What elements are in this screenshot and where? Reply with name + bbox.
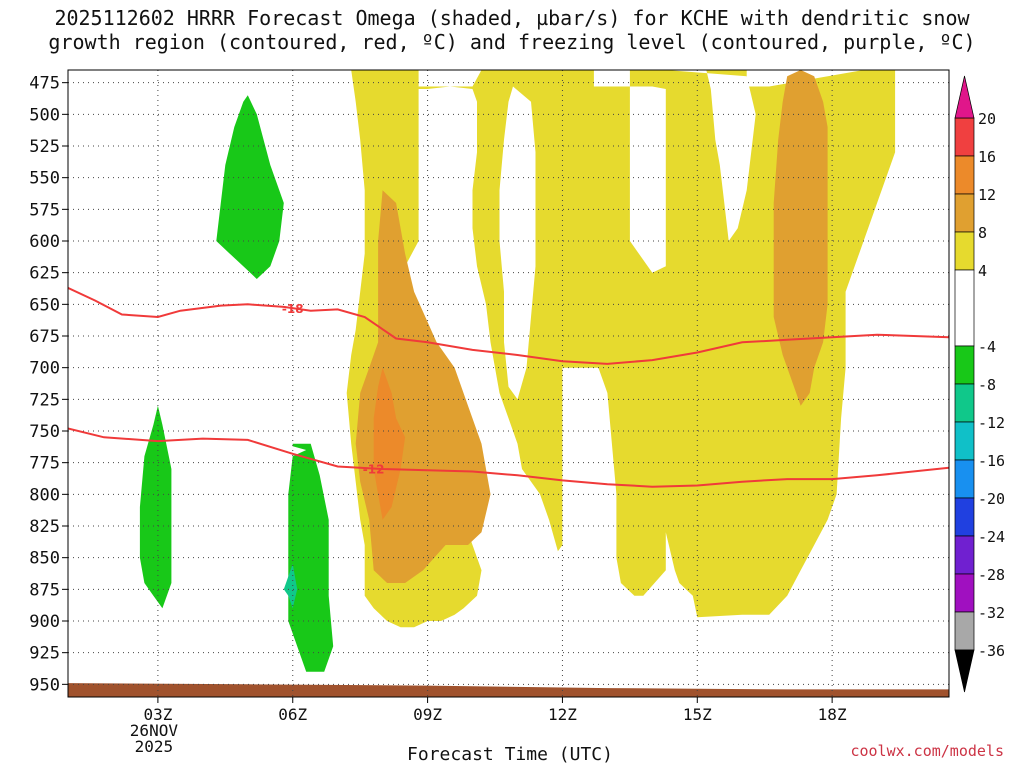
x-tick-label: 12Z bbox=[548, 705, 577, 724]
colorbar-bin bbox=[954, 459, 975, 499]
colorbar-tick-label: -28 bbox=[978, 566, 1005, 584]
omega-region-white-gap-14z bbox=[665, 70, 756, 241]
colorbar-tick-label: 8 bbox=[978, 224, 987, 242]
dgz-contour-label: -18 bbox=[282, 302, 304, 316]
colorbar-bin bbox=[954, 269, 975, 347]
colorbar-bin bbox=[954, 611, 975, 651]
colorbar-tick-label: -32 bbox=[978, 604, 1005, 622]
colorbar-bin bbox=[954, 193, 975, 233]
x-tick-label: 18Z bbox=[818, 705, 847, 724]
colorbar-tick-label: -16 bbox=[978, 452, 1005, 470]
colorbar-tick-label: 16 bbox=[978, 148, 996, 166]
colorbar-bin bbox=[954, 155, 975, 195]
colorbar-tick-label: 20 bbox=[978, 110, 996, 128]
y-tick-label: 500 bbox=[29, 105, 60, 125]
source-credit[interactable]: coolwx.com/models bbox=[850, 742, 1004, 760]
omega-region-downward-8-12-right bbox=[773, 70, 828, 406]
omega-region-upward-4-8-middle bbox=[288, 443, 334, 672]
y-tick-label: 725 bbox=[29, 390, 60, 410]
y-tick-label: 675 bbox=[29, 327, 60, 347]
x-tick-year: 2025 bbox=[135, 737, 174, 756]
y-tick-label: 575 bbox=[29, 200, 60, 220]
omega-region-upward-4-8-left-lower bbox=[139, 405, 172, 609]
y-tick-label: 550 bbox=[29, 169, 60, 189]
dgz-contour-label: -12 bbox=[363, 462, 385, 476]
x-tick-date: 26NOV bbox=[130, 721, 179, 740]
colorbar-tick-label: -36 bbox=[978, 642, 1005, 660]
colorbar-tick-label: -20 bbox=[978, 490, 1005, 508]
y-tick-label: 950 bbox=[29, 675, 60, 695]
y-tick-label: 925 bbox=[29, 644, 60, 664]
y-tick-label: 825 bbox=[29, 517, 60, 537]
x-tick-label: 03Z bbox=[143, 705, 172, 724]
y-tick-label: 475 bbox=[29, 74, 60, 94]
colorbar-tick-label: -24 bbox=[978, 528, 1005, 546]
chart-title-line-1: 2025112602 HRRR Forecast Omega (shaded, … bbox=[54, 6, 970, 30]
y-tick-label: 700 bbox=[29, 359, 60, 379]
chart-title-line-2: growth region (contoured, red, ºC) and f… bbox=[48, 30, 976, 54]
colorbar-tick-label: 4 bbox=[978, 262, 987, 280]
colorbar-tick-label: 12 bbox=[978, 186, 996, 204]
y-tick-label: 750 bbox=[29, 422, 60, 442]
x-tick-label: 15Z bbox=[683, 705, 712, 724]
y-tick-label: 775 bbox=[29, 454, 60, 474]
omega-region-downward-12-16 bbox=[373, 367, 406, 520]
omega-region-upward-4-8-left-upper bbox=[216, 95, 284, 279]
y-tick-label: 600 bbox=[29, 232, 60, 252]
colorbar-tick-label: -4 bbox=[978, 338, 996, 356]
colorbar-bin bbox=[954, 535, 975, 575]
colorbar-bin bbox=[954, 345, 975, 385]
colorbar-bin bbox=[954, 117, 975, 157]
colorbar-bin bbox=[954, 497, 975, 537]
omega-region-upward-8-12-pocket bbox=[283, 564, 298, 609]
colorbar-min-arrow bbox=[954, 649, 975, 693]
omega-region-white-gap-12z bbox=[499, 86, 536, 400]
y-tick-label: 900 bbox=[29, 612, 60, 632]
colorbar-bin bbox=[954, 421, 975, 461]
y-tick-label: 850 bbox=[29, 549, 60, 569]
dgz-contour-line--12 bbox=[68, 427, 949, 488]
y-tick-label: 625 bbox=[29, 264, 60, 284]
y-tick-label: 650 bbox=[29, 295, 60, 315]
colorbar-tick-label: -8 bbox=[978, 376, 996, 394]
plot-frame bbox=[67, 69, 950, 698]
colorbar-bin bbox=[954, 383, 975, 423]
y-tick-label: 525 bbox=[29, 137, 60, 157]
y-tick-label: 875 bbox=[29, 580, 60, 600]
dgz-contour-line--18 bbox=[68, 286, 949, 365]
y-tick-label: 800 bbox=[29, 485, 60, 505]
x-tick-label: 06Z bbox=[278, 705, 307, 724]
x-tick-label: 09Z bbox=[413, 705, 442, 724]
colorbar-bin bbox=[954, 573, 975, 613]
colorbar-tick-label: -12 bbox=[978, 414, 1005, 432]
colorbar-max-arrow bbox=[954, 75, 975, 119]
terrain-fill bbox=[68, 683, 949, 697]
colorbar-bin bbox=[954, 231, 975, 271]
x-axis-label: Forecast Time (UTC) bbox=[407, 744, 613, 765]
